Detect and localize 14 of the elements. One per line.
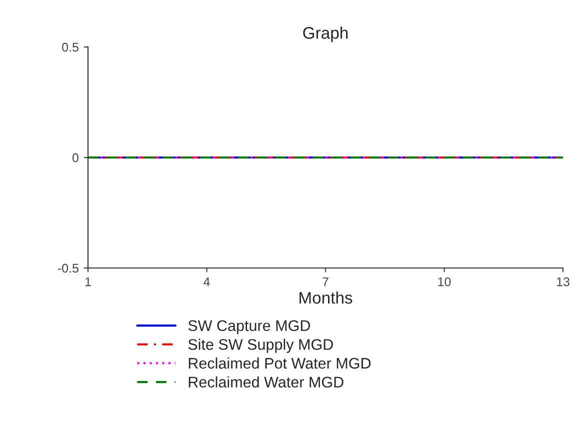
x-tick-label: 7 <box>322 277 328 286</box>
legend-label: Reclaimed Water MGD <box>188 376 344 388</box>
x-axis-title: Months <box>300 291 352 304</box>
legend-label: Site SW Supply MGD <box>188 338 333 353</box>
y-tick-label: 0 <box>72 153 78 162</box>
x-tick-label: 10 <box>438 277 451 286</box>
y-tick-label: -0.5 <box>58 264 78 273</box>
legend-label: Reclaimed Pot Water MGD <box>188 357 371 369</box>
x-tick-label: 1 <box>85 277 91 286</box>
x-tick-label: 4 <box>204 277 210 286</box>
legend-label: SW Capture MGD <box>188 320 310 334</box>
chart-title: Graph <box>303 26 348 42</box>
x-tick-label: 13 <box>557 277 570 286</box>
y-tick-label: 0.5 <box>62 42 78 52</box>
